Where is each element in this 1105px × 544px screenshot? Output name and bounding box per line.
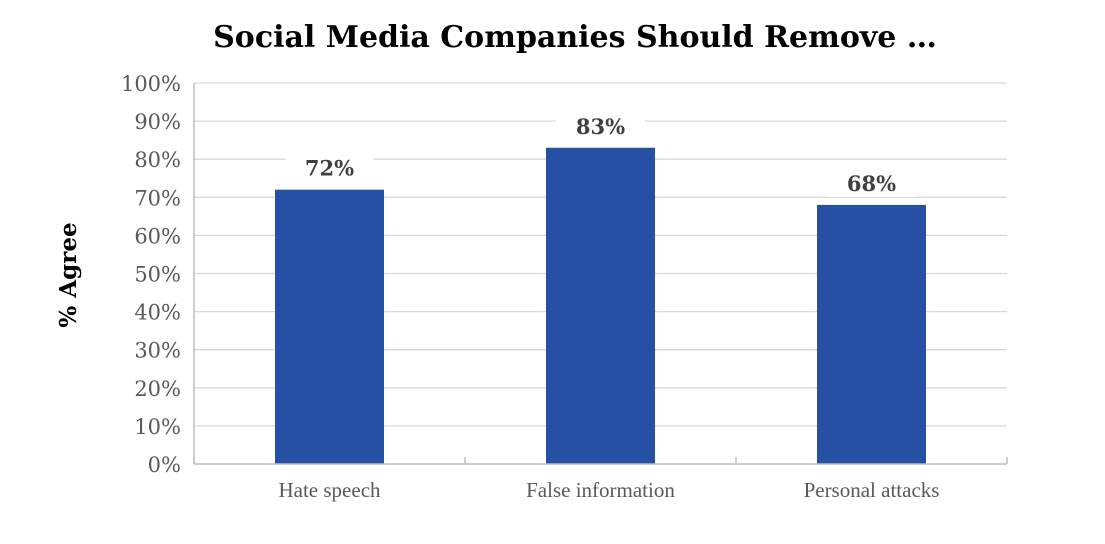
axes xyxy=(193,83,1008,465)
y-tick-label: 80% xyxy=(134,148,181,172)
y-tick-label: 100% xyxy=(121,72,181,96)
y-tick-label: 60% xyxy=(134,224,181,248)
chart-title: Social Media Companies Should Remove … xyxy=(213,20,937,55)
category-labels: Hate speech False information Personal att… xyxy=(278,478,939,502)
category-label: False information xyxy=(526,478,675,502)
y-tick-label: 10% xyxy=(134,415,181,439)
y-tick-label: 50% xyxy=(134,263,181,287)
y-tick-label: 20% xyxy=(134,377,181,401)
category-label: Personal attacks xyxy=(804,478,940,502)
bar xyxy=(275,189,384,464)
data-label: 68% xyxy=(847,171,896,196)
y-tick-label: 30% xyxy=(134,339,181,363)
data-labels: 72% 83% 68% xyxy=(285,109,916,197)
y-tick-label: 70% xyxy=(134,186,181,210)
bar xyxy=(546,147,655,464)
data-label-background xyxy=(827,166,916,197)
data-label: 83% xyxy=(576,114,625,139)
y-tick-label: 40% xyxy=(134,301,181,325)
y-tick-label: 90% xyxy=(134,110,181,134)
bars xyxy=(275,147,926,465)
bar xyxy=(817,204,926,465)
y-tick-label: 0% xyxy=(148,453,181,477)
data-label-background xyxy=(285,151,374,182)
data-label: 72% xyxy=(305,156,354,181)
category-label: Hate speech xyxy=(278,478,381,502)
data-label-background xyxy=(556,109,645,140)
y-tick-labels: 0% 10% 20% 30% 40% 50% 60% 70% 80% 90% 100% xyxy=(121,72,181,477)
y-axis-label: % Agree xyxy=(55,222,82,327)
